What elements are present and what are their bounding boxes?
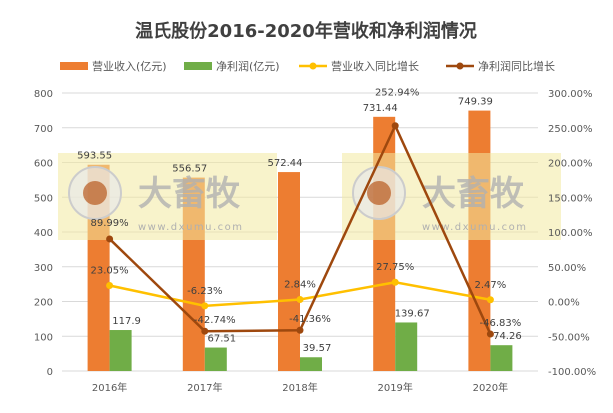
bar-revenue (468, 110, 491, 371)
left-tick-label: 300 (34, 263, 53, 274)
bar-data-label: 556.57 (172, 164, 207, 175)
category-label: 2020年 (473, 381, 508, 394)
line-data-label: 89.99% (91, 218, 129, 229)
left-tick-label: 800 (34, 89, 53, 100)
category-label: 2019年 (377, 381, 412, 394)
right-tick-label: 0.00% (548, 298, 580, 309)
bar-net-profit (300, 357, 322, 371)
category-label: 2018年 (282, 381, 317, 394)
watermark-brand: 大畜牧 (138, 174, 241, 214)
line-data-label: 23.05% (91, 265, 129, 276)
bar-data-label: 67.51 (207, 334, 236, 345)
line-data-label: 252.94% (375, 88, 420, 99)
bar-net-profit (395, 322, 418, 371)
line-marker (486, 330, 494, 338)
bar-data-label: 731.44 (363, 103, 398, 114)
watermark-eye-icon (367, 181, 391, 205)
legend-marker (309, 62, 317, 70)
left-tick-label: 400 (34, 228, 53, 239)
right-tick-label: 50.00% (548, 263, 586, 274)
right-tick-label: 100.00% (548, 228, 593, 239)
right-tick-label: 300.00% (548, 89, 593, 100)
legend-swatch (184, 62, 212, 70)
watermark-url: www.dxumu.com (422, 222, 528, 233)
watermark-url: www.dxumu.com (138, 222, 244, 233)
line-marker (486, 296, 494, 304)
left-tick-label: 200 (34, 298, 53, 309)
right-tick-label: -50.00% (548, 332, 590, 343)
legend: 营业收入(亿元) 净利润(亿元) 营业收入同比增长 净利润同比增长 (60, 59, 555, 73)
line-data-label: 2.84% (284, 280, 316, 291)
right-tick-label: 150.00% (548, 193, 593, 204)
line-data-label: -42.74% (194, 315, 236, 326)
category-label: 2016年 (92, 381, 127, 394)
legend-label: 净利润(亿元) (216, 59, 280, 73)
watermark-eye-icon (83, 181, 107, 205)
legend-label: 净利润同比增长 (478, 59, 555, 73)
data-labels: 593.55 556.57 572.44 731.44 749.39 117.9 67.51… (77, 88, 522, 355)
line-marker (391, 278, 399, 286)
watermark-brand: 大畜牧 (422, 174, 525, 214)
line-data-label: -41.36% (289, 314, 331, 325)
bar-data-label: 117.9 (112, 316, 141, 327)
bar-data-label: 74.26 (493, 331, 522, 342)
watermarks: 大畜牧 www.dxumu.com 大畜牧 www.dxumu.com (58, 153, 561, 240)
bar-net-profit (490, 345, 513, 371)
bar-data-label: 593.55 (77, 151, 112, 162)
line-marker (296, 296, 304, 304)
left-tick-label: 0 (47, 367, 53, 378)
right-tick-label: 200.00% (548, 159, 593, 170)
line-marker (201, 327, 209, 335)
line-marker (106, 235, 114, 243)
legend-label: 营业收入(亿元) (92, 59, 167, 73)
left-tick-label: 700 (34, 124, 53, 135)
bar-data-label: 572.44 (268, 158, 303, 169)
lines (106, 122, 494, 338)
legend-marker (456, 62, 464, 70)
legend-label: 营业收入同比增长 (331, 59, 419, 73)
line-data-label: 2.47% (475, 280, 507, 291)
line-data-label: -6.23% (187, 286, 222, 297)
bar-net-profit (109, 330, 132, 371)
line-marker (201, 302, 209, 310)
left-tick-label: 600 (34, 159, 53, 170)
legend-swatch (60, 62, 88, 70)
bar-revenue (278, 172, 300, 371)
line-marker (391, 122, 399, 130)
chart-title: 温氏股份2016-2020年营收和净利润情况 (135, 20, 477, 42)
category-label: 2017年 (187, 381, 222, 394)
bar-net-profit (204, 347, 227, 371)
axes: 0 100 200 300 400 500 600 700 800 -100.00% -50.00%… (34, 89, 596, 394)
left-tick-label: 100 (34, 332, 53, 343)
bar-data-label: 749.39 (458, 97, 493, 108)
line-marker (106, 281, 114, 289)
line-data-label: 27.75% (376, 262, 414, 273)
line-data-label: -46.83% (480, 318, 522, 329)
right-tick-label: 250.00% (548, 124, 593, 135)
bar-data-label: 39.57 (303, 343, 332, 354)
right-tick-label: -100.00% (548, 367, 596, 378)
line-marker (296, 326, 304, 334)
left-tick-label: 500 (34, 193, 53, 204)
bar-data-label: 139.67 (395, 308, 430, 319)
